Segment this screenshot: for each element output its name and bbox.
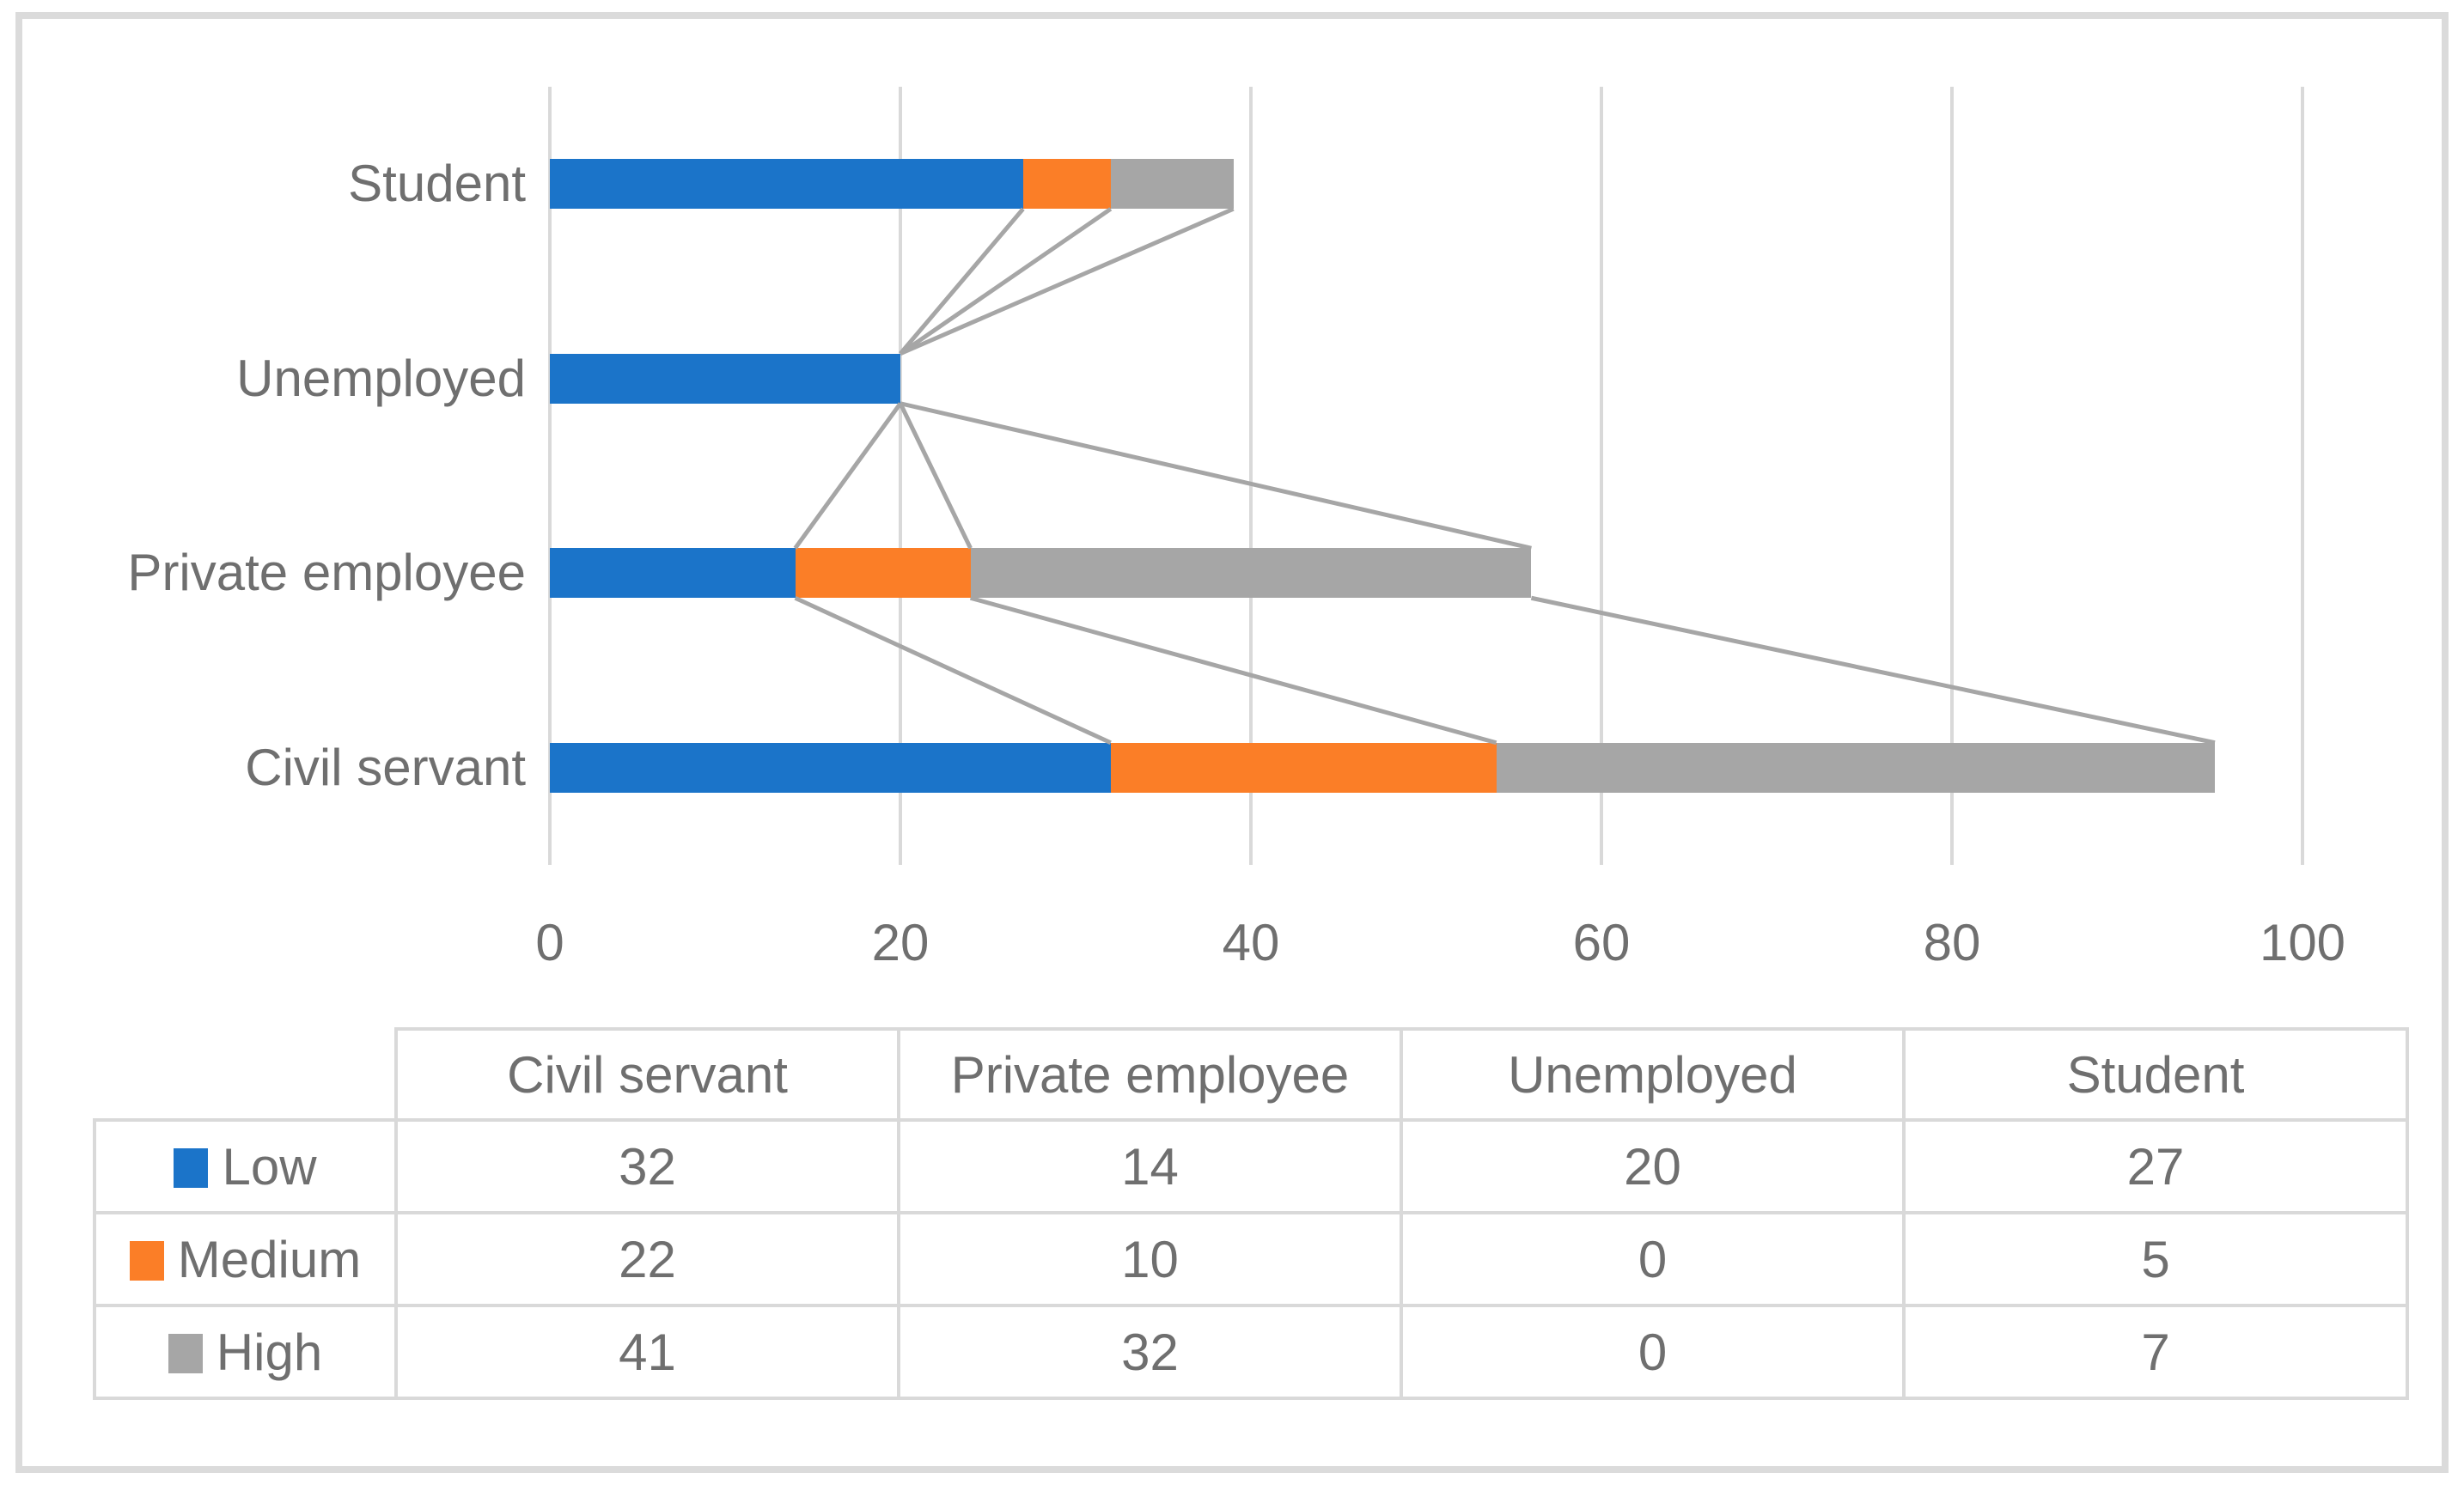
series-line — [793, 402, 903, 550]
plot-area — [548, 87, 2304, 865]
x-tick-label-20: 20 — [871, 914, 930, 971]
category-label-student: Student — [348, 155, 526, 213]
bar-segment — [1496, 742, 2215, 793]
category-label-unemployed: Unemployed — [236, 349, 526, 407]
series-line — [794, 595, 1112, 746]
series-line — [899, 207, 1113, 356]
data-table: Civil servant Private employee Unemploye… — [93, 1027, 2409, 1400]
bar-segment — [550, 742, 1111, 793]
category-label-civil-servant: Civil servant — [245, 738, 526, 796]
gridline-100 — [2301, 87, 2304, 865]
value-medium-private-employee: 10 — [897, 1211, 1403, 1307]
value-high-unemployed: 0 — [1400, 1304, 1906, 1400]
series-line — [900, 206, 1235, 356]
x-tick-label-40: 40 — [1222, 914, 1280, 971]
bar-segment — [550, 353, 900, 404]
gridline-80 — [1950, 87, 1954, 865]
table-row-high: High 41 32 0 7 — [93, 1304, 2409, 1400]
x-tick-label-80: 80 — [1923, 914, 1981, 971]
category-label-private-employee: Private employee — [127, 544, 526, 602]
legend-label-high: High — [216, 1323, 323, 1381]
gridline-40 — [1249, 87, 1253, 865]
table-header-row: Civil servant Private employee Unemploye… — [95, 1027, 2409, 1122]
series-lines-overlay — [793, 206, 2216, 746]
bar-segment — [1110, 159, 1234, 210]
series-line — [969, 595, 1497, 746]
legend-cell-low: Low — [93, 1118, 398, 1214]
series-line — [898, 402, 973, 550]
value-medium-civil-servant: 22 — [394, 1211, 900, 1307]
category-axis-labels: Student Unemployed Private employee Civil s… — [0, 87, 526, 865]
bar-segment — [1022, 159, 1111, 210]
x-tick-label-60: 60 — [1572, 914, 1631, 971]
series-line — [900, 401, 1532, 551]
figure-border — [15, 12, 2449, 1473]
value-axis-labels: 0 20 40 60 80 100 — [535, 912, 2345, 974]
medium-legend-swatch-icon — [129, 1240, 164, 1281]
legend-cell-high: High — [93, 1304, 398, 1400]
series-line — [899, 207, 1025, 356]
high-legend-swatch-icon — [168, 1333, 203, 1373]
table-header-student: Student — [1902, 1027, 2409, 1122]
table-corner-cell — [95, 1029, 396, 1120]
low-legend-swatch-icon — [174, 1147, 209, 1188]
legend-cell-medium: Medium — [93, 1211, 398, 1307]
table-header-unemployed: Unemployed — [1400, 1027, 1906, 1122]
series-line — [1530, 595, 2216, 746]
value-low-civil-servant: 32 — [394, 1118, 900, 1214]
value-medium-unemployed: 0 — [1400, 1211, 1906, 1307]
gridline-20 — [899, 87, 902, 865]
gridline-60 — [1600, 87, 1603, 865]
value-medium-student: 5 — [1902, 1211, 2409, 1307]
x-tick-label-0: 0 — [535, 914, 564, 971]
legend-label-medium: Medium — [177, 1230, 362, 1288]
table-row-low: Low 32 14 20 27 — [93, 1118, 2409, 1214]
bar-segment — [970, 548, 1532, 599]
gridline-0 — [548, 87, 552, 865]
bar-segment — [550, 548, 796, 599]
bar-segment — [550, 159, 1023, 210]
value-low-private-employee: 14 — [897, 1118, 1403, 1214]
value-low-unemployed: 20 — [1400, 1118, 1906, 1214]
bar-segment — [1110, 742, 1497, 793]
table-row-medium: Medium 22 10 0 5 — [93, 1211, 2409, 1307]
legend-label-low: Low — [222, 1137, 317, 1196]
value-low-student: 27 — [1902, 1118, 2409, 1214]
value-high-student: 7 — [1902, 1304, 2409, 1400]
value-high-private-employee: 32 — [897, 1304, 1403, 1400]
value-high-civil-servant: 41 — [394, 1304, 900, 1400]
bar-segment — [795, 548, 971, 599]
table-header-civil-servant: Civil servant — [394, 1027, 900, 1122]
table-header-private-employee: Private employee — [897, 1027, 1403, 1122]
x-tick-label-100: 100 — [2259, 914, 2346, 971]
